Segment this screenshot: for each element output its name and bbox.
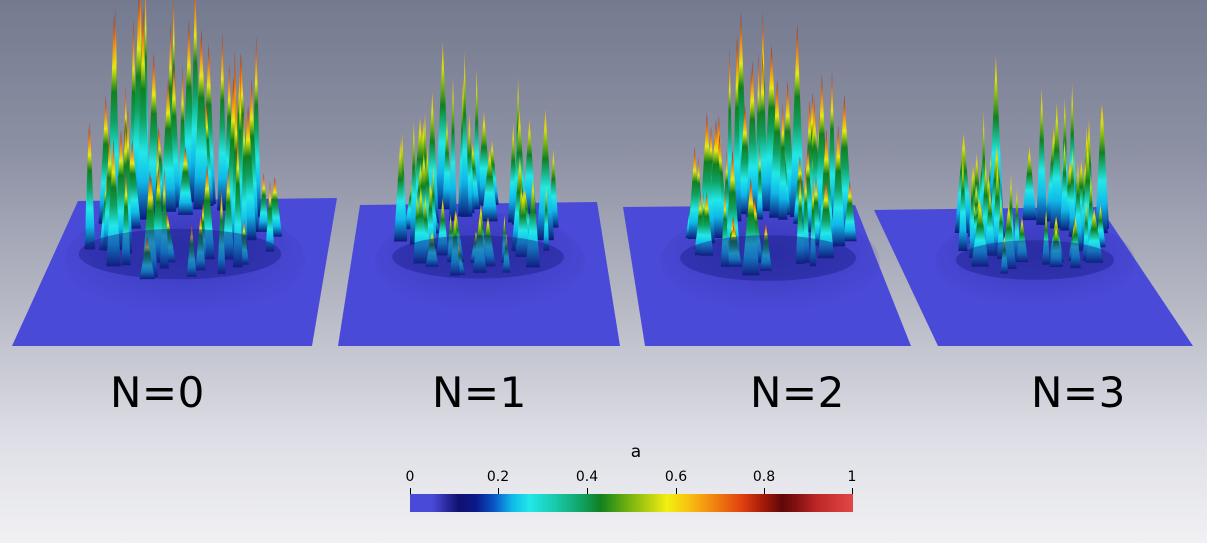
surface-spike xyxy=(217,32,228,211)
surface-spike xyxy=(217,187,226,274)
surface-spike xyxy=(1095,103,1108,234)
colorbar-tick xyxy=(676,488,677,494)
surface-spike xyxy=(1060,138,1069,231)
colorbar-tick-label: 0.4 xyxy=(575,469,599,485)
surface-spike xyxy=(1068,147,1077,237)
surface-spike xyxy=(84,121,96,250)
surface-spike xyxy=(515,190,531,257)
surface-spike xyxy=(732,38,742,222)
surface-spike xyxy=(688,146,702,239)
surface-spike xyxy=(159,167,169,269)
colorbar-tick xyxy=(587,488,588,494)
surface-spike xyxy=(502,233,511,273)
surface-spike xyxy=(460,52,469,217)
surface-spike xyxy=(195,214,206,271)
colorbar-title: a xyxy=(630,442,642,462)
surface-spike xyxy=(984,187,996,256)
surface-base-shadow xyxy=(392,235,564,279)
surface-spike xyxy=(177,146,194,215)
surface-spike xyxy=(756,145,764,220)
surface-spike xyxy=(232,133,243,268)
panel-label-n2: N=2 xyxy=(750,368,845,417)
surface-spike xyxy=(969,164,976,258)
surface-base-shadow xyxy=(78,228,282,280)
surface-spike xyxy=(106,139,121,267)
colorbar-tick xyxy=(410,488,411,494)
surface-spike xyxy=(536,109,554,241)
surface-spike xyxy=(193,29,210,210)
surface-spike xyxy=(746,60,759,217)
colorbar-tick xyxy=(852,488,853,494)
colorbar-tick xyxy=(498,488,499,494)
surface-spike xyxy=(258,173,269,232)
colorbar-tick-label: 1 xyxy=(847,469,857,485)
surface-spike xyxy=(1049,102,1064,229)
surface-spike xyxy=(996,200,1005,259)
surface-spike xyxy=(481,149,498,222)
surface-plot-n2 xyxy=(623,11,911,346)
colorbar-legend: a 0 0.2 0.4 0.6 0.8 1 xyxy=(404,440,864,520)
surface-plot-n1 xyxy=(338,42,620,346)
surface-spike xyxy=(394,140,407,242)
surface-spike xyxy=(725,224,743,267)
surface-spike xyxy=(136,8,150,220)
surface-spike xyxy=(809,176,817,267)
surface-spike xyxy=(139,236,155,280)
surface-spike xyxy=(1015,217,1029,263)
colorbar-tick-label: 0.6 xyxy=(664,469,688,485)
surface-spike xyxy=(795,173,805,264)
surface-spike xyxy=(240,101,248,251)
panel-label-n1: N=1 xyxy=(432,368,527,417)
surface-spike xyxy=(436,198,449,256)
colorbar-tick-label: 0.2 xyxy=(486,469,510,485)
surface-spike xyxy=(720,189,730,267)
surface-spike xyxy=(958,154,968,251)
colorbar-tick-label: 0 xyxy=(405,469,415,485)
surface-spike xyxy=(450,213,461,276)
surface-base-shadow xyxy=(680,235,856,281)
surface-plot-n0 xyxy=(12,0,337,346)
surface-spike xyxy=(1042,209,1051,265)
colorbar-tick-label: 0.8 xyxy=(752,469,776,485)
surface-plot-n3 xyxy=(874,55,1193,346)
panel-label-n0: N=0 xyxy=(110,368,205,417)
surface-spike xyxy=(472,214,487,273)
surface-spike xyxy=(971,200,989,267)
surface-spike xyxy=(1022,146,1037,221)
surface-spike xyxy=(543,184,550,251)
surface-spike xyxy=(1070,214,1081,269)
surface-spike xyxy=(449,76,457,221)
surface-spike xyxy=(1085,208,1104,263)
surface-base-shadow xyxy=(955,240,1115,280)
surface-spike xyxy=(760,222,772,271)
surface-spike xyxy=(817,179,835,259)
surface-spike xyxy=(525,177,540,268)
colorbar-gradient xyxy=(410,494,853,512)
surface-spike xyxy=(1049,225,1063,267)
surface-spike xyxy=(413,186,429,264)
surface-spike xyxy=(700,192,714,256)
surface-spike xyxy=(186,223,197,277)
panel-label-n3: N=3 xyxy=(1031,368,1126,417)
surface-spike xyxy=(843,180,857,242)
surface-spike xyxy=(425,231,439,267)
surface-spike xyxy=(742,177,760,276)
surface-spike xyxy=(831,125,846,247)
colorbar-tick xyxy=(764,488,765,494)
surface-spike xyxy=(265,181,275,252)
surface-spike xyxy=(442,118,452,210)
surface-spike xyxy=(121,170,131,266)
surface-spike xyxy=(801,166,810,263)
surface-spike xyxy=(1000,235,1009,274)
surface-spike xyxy=(1036,88,1048,225)
surface-spike xyxy=(724,149,741,263)
surface-spike xyxy=(222,167,235,260)
surface-spike xyxy=(778,103,788,220)
